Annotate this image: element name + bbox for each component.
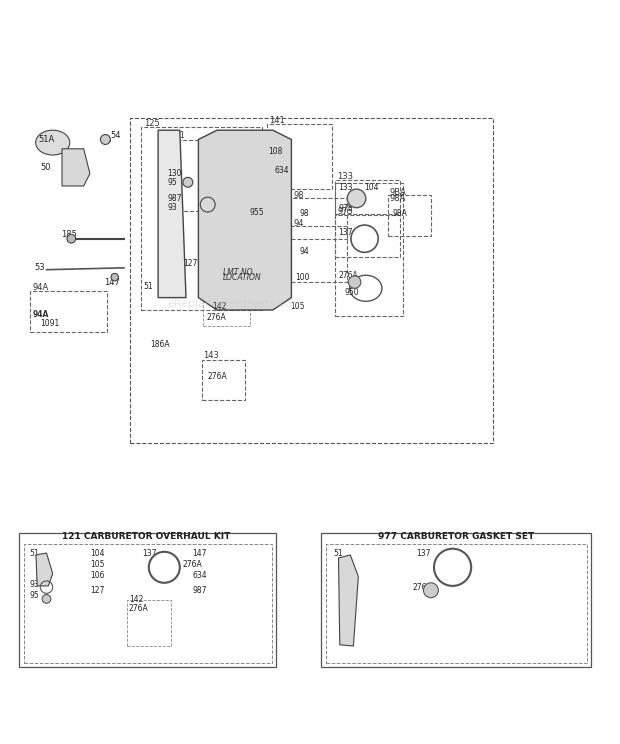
Text: 95: 95 [30, 591, 40, 600]
Polygon shape [198, 130, 291, 310]
Circle shape [347, 189, 366, 208]
Text: 94A: 94A [32, 283, 48, 292]
Text: 634: 634 [192, 571, 207, 580]
Polygon shape [158, 130, 186, 298]
Text: 276A: 276A [183, 559, 203, 568]
Text: 100: 100 [295, 273, 309, 282]
Text: 276A: 276A [208, 372, 228, 381]
Text: 51: 51 [144, 282, 154, 291]
Text: 53: 53 [34, 263, 45, 272]
Text: 104: 104 [90, 548, 104, 557]
Text: 94A: 94A [32, 310, 48, 319]
Circle shape [111, 273, 118, 280]
Text: 137: 137 [143, 548, 157, 557]
Text: 987: 987 [192, 586, 206, 594]
Text: 108: 108 [268, 147, 283, 156]
Text: 133: 133 [337, 172, 353, 181]
Circle shape [183, 177, 193, 187]
Text: 133: 133 [339, 183, 353, 192]
Text: 98A: 98A [392, 209, 407, 218]
Text: LMT NO.: LMT NO. [223, 269, 255, 278]
Text: 104: 104 [365, 183, 379, 192]
Text: 634: 634 [275, 166, 290, 175]
Text: 131: 131 [169, 131, 185, 140]
Text: 51A: 51A [38, 135, 55, 144]
Text: 54: 54 [110, 131, 121, 140]
Text: 105: 105 [90, 559, 104, 568]
Text: 147: 147 [192, 548, 206, 557]
Text: 130: 130 [167, 169, 182, 178]
Text: 987: 987 [167, 194, 182, 203]
Text: 105: 105 [290, 302, 304, 312]
Text: 51: 51 [334, 548, 343, 557]
Text: 93: 93 [167, 203, 177, 212]
Text: 94: 94 [293, 219, 304, 228]
Text: eReplacementParts.com: eReplacementParts.com [168, 299, 303, 309]
Text: 50: 50 [40, 163, 51, 172]
Text: 94: 94 [299, 246, 309, 256]
Text: 98A: 98A [389, 193, 405, 202]
Text: 125: 125 [144, 119, 159, 128]
Text: 127: 127 [183, 259, 197, 268]
Text: 127: 127 [90, 586, 104, 594]
Circle shape [348, 276, 361, 288]
Polygon shape [62, 149, 90, 186]
Text: LOCATION: LOCATION [223, 273, 262, 282]
Text: 9BA: 9BA [389, 187, 406, 196]
Text: 93: 93 [30, 580, 40, 589]
Text: 276A: 276A [412, 583, 432, 592]
Text: 975: 975 [339, 205, 353, 214]
Text: 143: 143 [203, 351, 219, 360]
Text: 137: 137 [339, 228, 353, 237]
Text: 98: 98 [293, 190, 304, 199]
Text: 950: 950 [345, 288, 360, 297]
Text: 51: 51 [30, 548, 40, 557]
Polygon shape [36, 553, 53, 586]
Text: 142: 142 [129, 595, 143, 604]
Text: 141: 141 [269, 116, 285, 125]
Text: 98: 98 [299, 209, 309, 219]
Text: 185: 185 [61, 230, 77, 239]
Text: 186A: 186A [151, 339, 170, 349]
Ellipse shape [36, 130, 69, 155]
Text: 142: 142 [213, 302, 227, 312]
Text: 1091: 1091 [40, 319, 60, 328]
Text: 121 CARBURETOR OVERHAUL KIT: 121 CARBURETOR OVERHAUL KIT [61, 532, 230, 541]
Circle shape [42, 594, 51, 603]
Text: 955: 955 [250, 208, 265, 217]
Text: 977 CARBURETOR GASKET SET: 977 CARBURETOR GASKET SET [378, 532, 534, 541]
Text: 147: 147 [104, 278, 120, 286]
Circle shape [423, 583, 438, 597]
Text: 276A: 276A [206, 313, 226, 322]
Text: 276A: 276A [339, 272, 358, 280]
Text: 975: 975 [337, 208, 353, 217]
Text: 106: 106 [90, 571, 104, 580]
Text: 95: 95 [167, 179, 177, 187]
Text: 276A: 276A [129, 604, 149, 613]
Text: 137: 137 [417, 548, 431, 557]
Polygon shape [339, 555, 358, 646]
Circle shape [67, 234, 76, 243]
Circle shape [100, 135, 110, 144]
